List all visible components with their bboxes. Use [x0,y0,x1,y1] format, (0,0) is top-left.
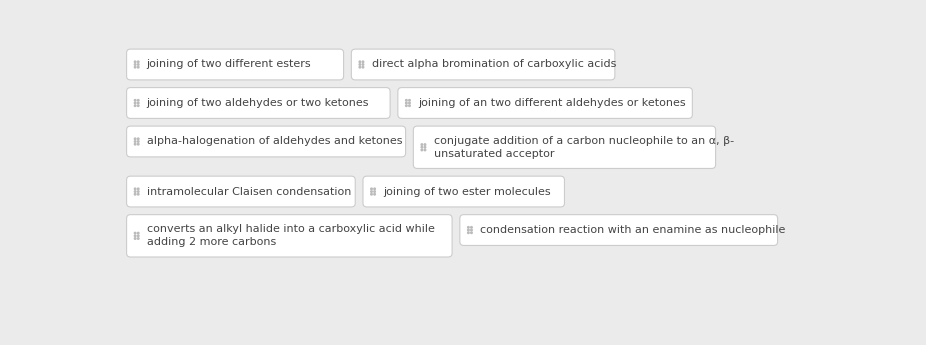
Circle shape [370,188,372,190]
Circle shape [137,61,139,62]
Text: conjugate addition of a carbon nucleophile to an α, β-
unsaturated acceptor: conjugate addition of a carbon nucleophi… [433,136,733,159]
Circle shape [362,64,364,65]
Circle shape [370,191,372,192]
FancyBboxPatch shape [127,215,452,257]
FancyBboxPatch shape [413,126,716,168]
Circle shape [359,61,360,62]
Circle shape [137,194,139,195]
Text: joining of two aldehydes or two ketones: joining of two aldehydes or two ketones [146,98,369,108]
FancyBboxPatch shape [398,88,693,118]
Text: condensation reaction with an enamine as nucleophile: condensation reaction with an enamine as… [480,225,785,235]
Circle shape [134,141,136,142]
Circle shape [137,105,139,107]
FancyBboxPatch shape [460,215,778,245]
Circle shape [137,233,139,234]
Circle shape [408,105,410,107]
Circle shape [137,67,139,68]
Circle shape [137,238,139,239]
Text: direct alpha bromination of carboxylic acids: direct alpha bromination of carboxylic a… [371,59,616,69]
Circle shape [137,191,139,192]
Circle shape [470,229,472,231]
Circle shape [134,235,136,237]
Circle shape [137,141,139,142]
Circle shape [359,64,360,65]
Circle shape [470,227,472,228]
Circle shape [468,229,469,231]
Circle shape [408,102,410,104]
Circle shape [424,149,426,151]
Circle shape [134,61,136,62]
Circle shape [134,67,136,68]
Circle shape [134,233,136,234]
Circle shape [137,188,139,190]
Text: intramolecular Claisen condensation: intramolecular Claisen condensation [146,187,351,197]
Circle shape [421,144,422,145]
Circle shape [359,67,360,68]
FancyBboxPatch shape [351,49,615,80]
Circle shape [134,191,136,192]
Circle shape [134,105,136,107]
Circle shape [137,102,139,104]
Circle shape [468,227,469,228]
Text: joining of an two different aldehydes or ketones: joining of an two different aldehydes or… [418,98,685,108]
Circle shape [406,100,407,101]
Circle shape [374,191,375,192]
Circle shape [421,147,422,148]
FancyBboxPatch shape [127,49,344,80]
Circle shape [362,67,364,68]
Circle shape [134,64,136,65]
Circle shape [134,100,136,101]
Circle shape [362,61,364,62]
Circle shape [470,232,472,234]
Circle shape [137,138,139,140]
Circle shape [424,144,426,145]
Text: converts an alkyl halide into a carboxylic acid while
adding 2 more carbons: converts an alkyl halide into a carboxyl… [146,224,434,247]
Circle shape [424,147,426,148]
Circle shape [134,138,136,140]
Circle shape [374,188,375,190]
FancyBboxPatch shape [127,88,390,118]
Circle shape [137,235,139,237]
Circle shape [134,188,136,190]
Circle shape [134,144,136,145]
Circle shape [134,238,136,239]
Circle shape [134,102,136,104]
FancyBboxPatch shape [363,176,565,207]
Circle shape [137,100,139,101]
Circle shape [137,64,139,65]
Text: alpha-halogenation of aldehydes and ketones: alpha-halogenation of aldehydes and keto… [146,137,402,147]
Circle shape [370,194,372,195]
Circle shape [406,105,407,107]
Circle shape [408,100,410,101]
Circle shape [374,194,375,195]
Text: joining of two ester molecules: joining of two ester molecules [383,187,551,197]
Text: joining of two different esters: joining of two different esters [146,59,311,69]
Circle shape [421,149,422,151]
Circle shape [137,144,139,145]
FancyBboxPatch shape [127,126,406,157]
Circle shape [468,232,469,234]
Circle shape [406,102,407,104]
Circle shape [134,194,136,195]
FancyBboxPatch shape [127,176,356,207]
